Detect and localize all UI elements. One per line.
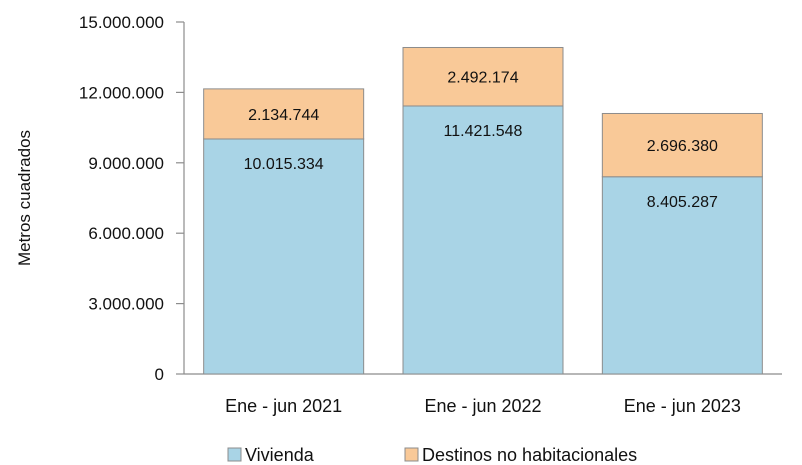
bar-segment-destinos-no-habitacionales bbox=[601, 112, 763, 178]
bar-segment-vivienda bbox=[601, 176, 763, 375]
x-tick-label: Ene - jun 2023 bbox=[624, 396, 741, 416]
bars: 10.015.334 2.134.744 11.421.548 2.492.174 8.… bbox=[203, 46, 763, 375]
legend-label: Destinos no habitacionales bbox=[422, 445, 637, 465]
y-tick-label: 15.000.000 bbox=[79, 13, 164, 32]
legend-label: Vivienda bbox=[245, 445, 315, 465]
data-label: 11.421.548 bbox=[444, 123, 523, 140]
y-tick-label: 12.000.000 bbox=[79, 83, 164, 102]
data-label: 2.492.174 bbox=[447, 70, 518, 87]
y-axis-ticks: 0 3.000.000 6.000.000 9.000.000 12.000.000 15… bbox=[79, 13, 184, 384]
data-label: 2.134.744 bbox=[248, 107, 319, 124]
bar-segment-vivienda bbox=[203, 138, 365, 375]
bar-segment-destinos-no-habitacionales bbox=[402, 46, 564, 107]
bar-segment-destinos-no-habitacionales bbox=[203, 88, 365, 140]
y-axis-title: Metros cuadrados bbox=[15, 130, 34, 266]
data-label: 10.015.334 bbox=[244, 156, 324, 173]
x-tick-label: Ene - jun 2022 bbox=[424, 396, 541, 416]
y-tick-label: 6.000.000 bbox=[88, 224, 164, 243]
legend-swatch-destinos-no-habitacionales bbox=[404, 447, 419, 462]
x-axis-categories: Ene - jun 2021 Ene - jun 2022 Ene - jun 20… bbox=[225, 396, 741, 416]
x-tick-label: Ene - jun 2021 bbox=[225, 396, 342, 416]
data-label: 8.405.287 bbox=[647, 194, 718, 211]
y-tick-label: 3.000.000 bbox=[88, 295, 164, 314]
y-tick-label: 0 bbox=[155, 365, 164, 384]
y-tick-label: 9.000.000 bbox=[88, 154, 164, 173]
legend: Vivienda Destinos no habitacionales bbox=[227, 445, 637, 465]
bar-segment-vivienda bbox=[402, 105, 564, 375]
legend-swatch-vivienda bbox=[227, 447, 242, 462]
data-label: 2.696.380 bbox=[647, 138, 718, 155]
